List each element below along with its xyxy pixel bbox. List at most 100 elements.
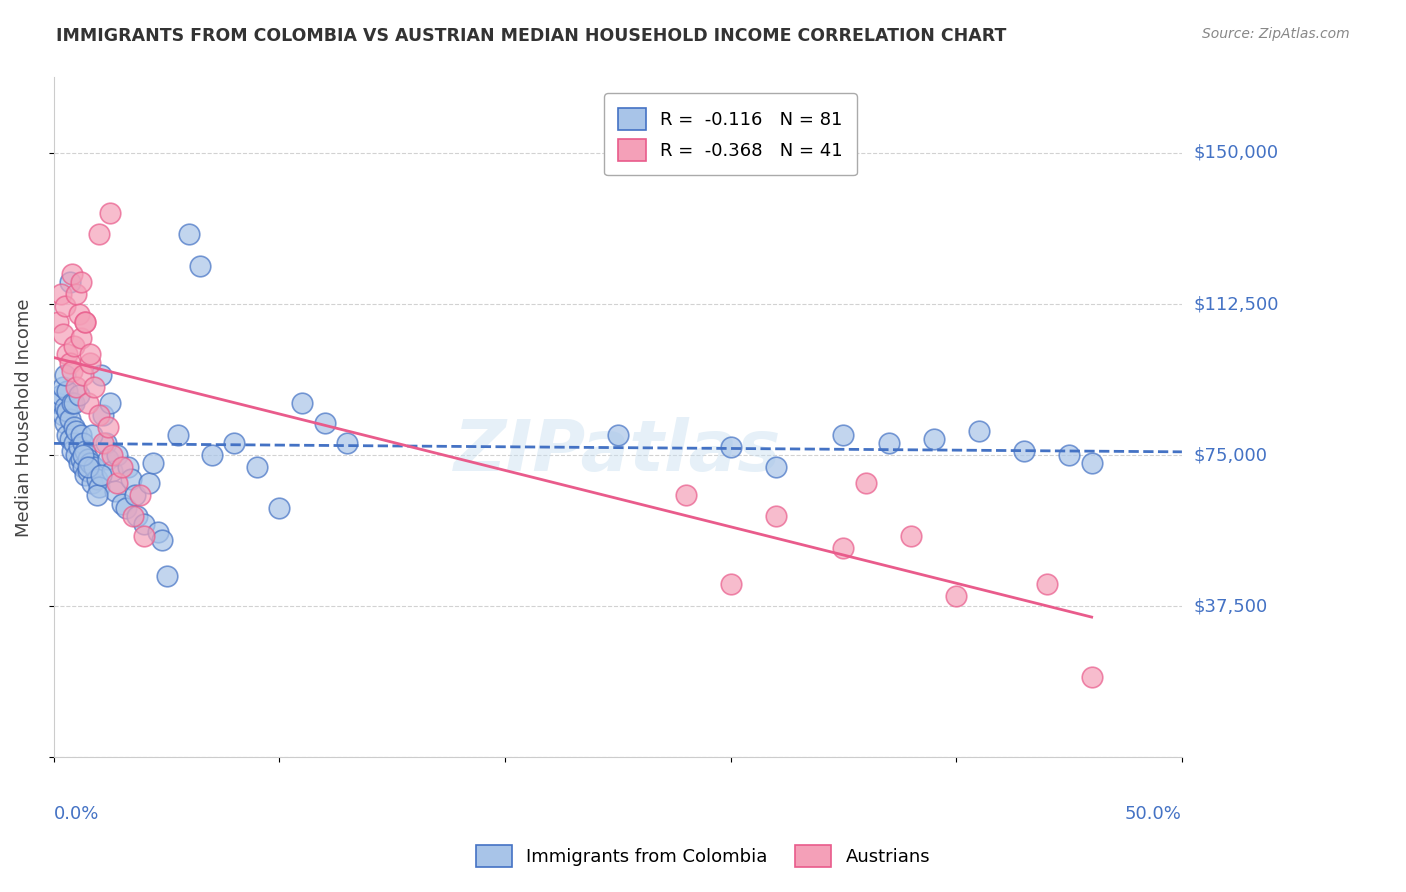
Point — [70, 331, 93, 345]
Point — [72, 436, 94, 450]
Point — [90, 368, 112, 382]
Point — [877, 436, 900, 450]
Point — [855, 476, 877, 491]
Point — [60, 267, 83, 281]
Point — [52, 327, 75, 342]
Point — [67, 388, 90, 402]
Point — [53, 416, 76, 430]
Point — [117, 460, 139, 475]
Point — [52, 408, 75, 422]
Point — [72, 460, 94, 475]
Point — [67, 456, 90, 470]
Point — [59, 355, 82, 369]
Point — [75, 315, 97, 329]
Point — [86, 472, 108, 486]
Y-axis label: Median Household Income: Median Household Income — [15, 298, 32, 537]
Point — [86, 488, 108, 502]
Point — [945, 589, 967, 603]
Text: $75,000: $75,000 — [1194, 446, 1267, 464]
Point — [67, 307, 90, 321]
Legend: Immigrants from Colombia, Austrians: Immigrants from Colombia, Austrians — [468, 838, 938, 874]
Point — [146, 524, 169, 539]
Point — [79, 456, 101, 470]
Legend: R =  -0.116   N = 81, R =  -0.368   N = 41: R = -0.116 N = 81, R = -0.368 N = 41 — [605, 94, 858, 175]
Point — [49, 287, 72, 301]
Point — [190, 259, 212, 273]
Point — [201, 448, 224, 462]
Point — [76, 452, 98, 467]
Text: Source: ZipAtlas.com: Source: ZipAtlas.com — [1202, 27, 1350, 41]
Point — [900, 529, 922, 543]
Point — [87, 227, 110, 241]
Point — [65, 448, 87, 462]
Point — [70, 452, 93, 467]
Point — [121, 508, 143, 523]
Point — [115, 500, 138, 515]
Point — [70, 428, 93, 442]
Point — [97, 420, 120, 434]
Point — [65, 287, 87, 301]
Point — [76, 396, 98, 410]
Point — [1080, 670, 1102, 684]
Point — [167, 428, 190, 442]
Point — [98, 206, 121, 220]
Point — [76, 460, 98, 475]
Point — [65, 380, 87, 394]
Point — [224, 436, 246, 450]
Point — [53, 400, 76, 414]
Point — [79, 355, 101, 369]
Point — [87, 408, 110, 422]
Point — [150, 533, 173, 547]
Point — [76, 464, 98, 478]
Point — [83, 380, 105, 394]
Point — [60, 363, 83, 377]
Point — [156, 569, 179, 583]
Point — [56, 404, 79, 418]
Point — [75, 315, 97, 329]
Point — [59, 412, 82, 426]
Point — [720, 440, 742, 454]
Point — [132, 516, 155, 531]
Point — [101, 464, 124, 478]
Point — [128, 488, 150, 502]
Point — [765, 460, 787, 475]
Point — [127, 508, 149, 523]
Point — [60, 396, 83, 410]
Point — [56, 384, 79, 398]
Text: $112,500: $112,500 — [1194, 295, 1278, 313]
Point — [63, 396, 86, 410]
Point — [1035, 577, 1057, 591]
Point — [1080, 456, 1102, 470]
Point — [967, 424, 990, 438]
Point — [720, 577, 742, 591]
Point — [765, 508, 787, 523]
Point — [138, 476, 160, 491]
Point — [63, 420, 86, 434]
Point — [59, 275, 82, 289]
Text: IMMIGRANTS FROM COLOMBIA VS AUSTRIAN MEDIAN HOUSEHOLD INCOME CORRELATION CHART: IMMIGRANTS FROM COLOMBIA VS AUSTRIAN MED… — [56, 27, 1007, 45]
Point — [110, 460, 132, 475]
Point — [46, 315, 69, 329]
Point — [832, 428, 855, 442]
Point — [82, 428, 104, 442]
Point — [104, 484, 127, 499]
Point — [832, 541, 855, 555]
Point — [269, 500, 291, 515]
Point — [336, 436, 359, 450]
Point — [70, 275, 93, 289]
Point — [922, 432, 945, 446]
Point — [79, 347, 101, 361]
Point — [93, 436, 115, 450]
Point — [1012, 444, 1035, 458]
Point — [72, 368, 94, 382]
Point — [105, 448, 128, 462]
Point — [87, 480, 110, 494]
Point — [56, 347, 79, 361]
Point — [110, 497, 132, 511]
Text: 0.0%: 0.0% — [53, 805, 100, 823]
Point — [82, 476, 104, 491]
Point — [63, 339, 86, 353]
Point — [63, 436, 86, 450]
Text: ZIPatlas: ZIPatlas — [454, 417, 782, 486]
Point — [101, 448, 124, 462]
